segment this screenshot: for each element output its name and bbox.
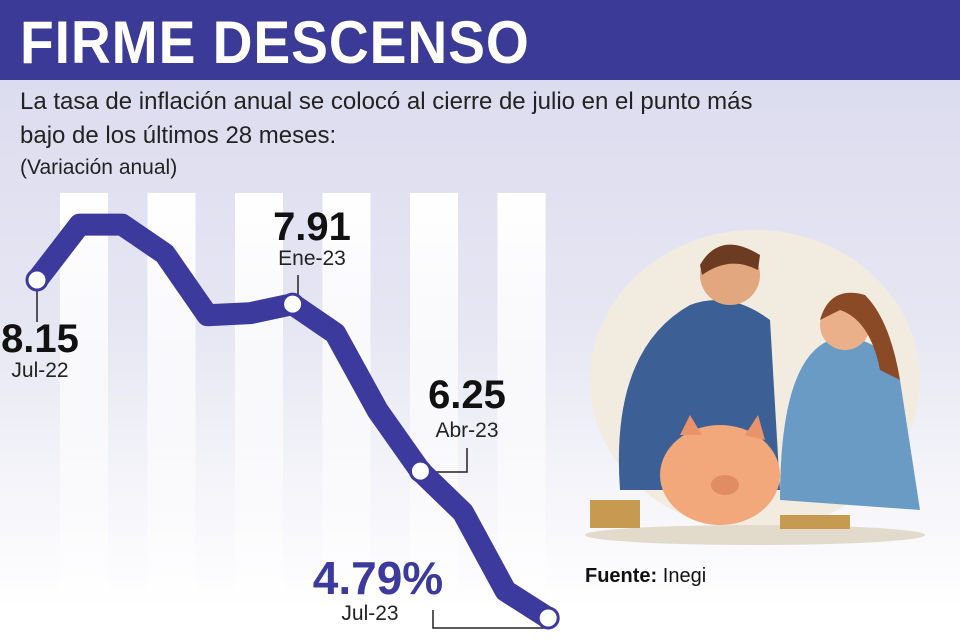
source-value: Inegi: [662, 565, 707, 587]
data-value-label: 4.79%: [313, 552, 443, 604]
data-point-ene-23: [281, 292, 305, 316]
background-stripe: [322, 193, 371, 623]
data-date-label: Jul-23: [341, 602, 398, 625]
data-date-label: Abr-23: [435, 419, 498, 442]
page-title: FIRME DESCENSO: [20, 9, 530, 76]
subtitle-line-1: La tasa de inflación anual se colocó al …: [20, 88, 753, 115]
data-date-label: Ene-23: [278, 247, 346, 270]
annotation-leader-line: [427, 448, 468, 473]
background-stripe: [235, 193, 283, 623]
unit-label: (Variación anual): [20, 156, 178, 179]
data-value-label: 6.25: [428, 373, 506, 417]
background-stripe: [410, 193, 458, 623]
source-note: Fuente: Inegi: [585, 565, 706, 588]
source-label: Fuente:: [585, 565, 658, 587]
subtitle-line-2: bajo de los últimos 28 meses:: [20, 122, 337, 149]
data-value-label: 8.15: [1, 317, 79, 361]
data-value-label: 7.91: [273, 205, 351, 249]
annotation-leader-line: [432, 610, 548, 629]
header-band: FIRME DESCENSO: [0, 0, 960, 80]
couple-piggy-bank-illustration: [585, 230, 925, 545]
background-stripe: [60, 193, 108, 623]
data-point-jul-23: [536, 606, 560, 630]
data-date-label: Jul-22: [11, 359, 68, 382]
data-point-jul-22: [25, 268, 49, 292]
data-point-abr-23: [408, 459, 432, 483]
background-stripe: [497, 193, 546, 623]
